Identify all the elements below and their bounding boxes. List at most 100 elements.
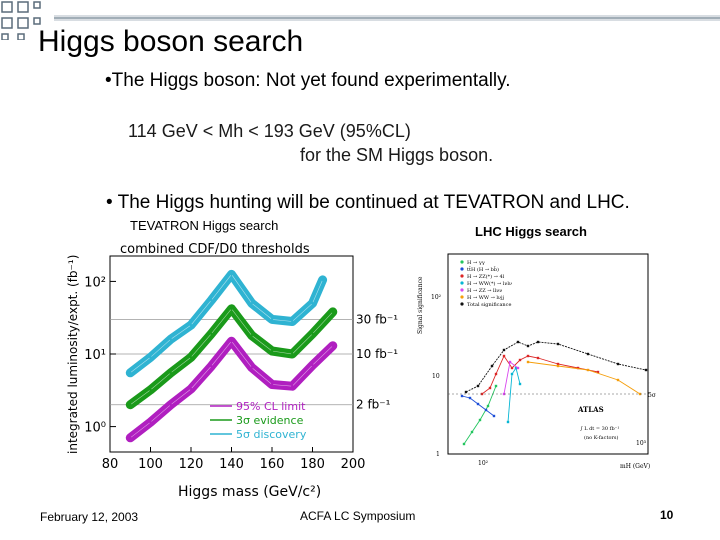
- k-factor-note: (no K-factors): [584, 434, 618, 441]
- data-marker: [492, 414, 496, 418]
- legend-marker: [460, 260, 464, 264]
- data-marker: [556, 362, 560, 366]
- data-point: [189, 323, 193, 327]
- data-point: [311, 364, 314, 367]
- y-tick-label: 10¹: [84, 348, 106, 363]
- data-marker: [536, 356, 540, 360]
- mass-limit-note: for the SM Higgs boson.: [300, 145, 494, 165]
- data-point: [250, 366, 253, 369]
- series-band: [125, 304, 338, 410]
- reference-label: 30 fb⁻¹: [356, 312, 398, 326]
- y-tick-label: 10⁰: [84, 421, 106, 436]
- footer-date: February 12, 2003: [40, 510, 139, 524]
- data-marker: [536, 340, 540, 344]
- data-marker: [556, 342, 560, 346]
- data-point: [250, 302, 253, 305]
- data-marker: [464, 390, 468, 394]
- legend-label: tt̄H (H → bb̄): [467, 266, 499, 273]
- slide-title: Higgs boson search: [38, 25, 304, 58]
- data-point: [311, 332, 314, 335]
- y-tick: 10: [432, 373, 440, 380]
- deco-square: [1, 1, 13, 13]
- data-marker: [516, 366, 520, 370]
- chart-title: combined CDF/D0 thresholds: [120, 242, 310, 257]
- lhc-caption: LHC Higgs search: [475, 224, 587, 239]
- bullet-higgs-status: •The Higgs boson: Not yet found experime…: [105, 70, 511, 91]
- data-marker: [516, 340, 520, 344]
- tevatron-threshold-chart: combined CDF/D0 thresholds integrated lu…: [66, 242, 398, 500]
- data-marker: [526, 344, 530, 348]
- data-point: [210, 332, 213, 335]
- data-point: [331, 344, 334, 347]
- deco-square: [1, 33, 9, 40]
- data-marker: [596, 370, 600, 374]
- page-number: 10: [660, 508, 674, 522]
- legend-label: H → WW → lνjj: [467, 295, 505, 301]
- legend-label: 5σ discovery: [236, 428, 307, 441]
- data-marker: [518, 382, 522, 386]
- legend-label: H → γγ: [467, 260, 485, 266]
- legend-label: 3σ evidence: [236, 414, 304, 427]
- data-point: [210, 299, 213, 302]
- data-point: [210, 364, 213, 368]
- data-marker: [490, 364, 494, 368]
- deco-square: [17, 17, 29, 29]
- data-marker: [616, 362, 620, 366]
- y-tick: 1: [436, 451, 440, 458]
- data-marker: [510, 372, 514, 376]
- y-tick: 10²: [431, 294, 442, 301]
- deco-square: [33, 17, 41, 25]
- plot-frame: [447, 253, 649, 455]
- data-marker: [586, 352, 590, 356]
- data-marker: [488, 386, 492, 390]
- data-point: [169, 403, 172, 406]
- data-marker: [616, 378, 620, 382]
- data-point: [129, 371, 132, 375]
- data-point: [189, 387, 193, 391]
- data-marker: [556, 364, 560, 368]
- x-tick-label: 180: [300, 457, 325, 472]
- data-marker: [576, 366, 580, 370]
- legend-label: H → ZZ → llνν: [467, 288, 502, 294]
- data-marker: [506, 420, 510, 424]
- data-marker: [510, 366, 514, 370]
- reference-label: 2 fb⁻¹: [356, 398, 391, 412]
- data-marker: [478, 418, 482, 422]
- data-point: [270, 318, 274, 321]
- data-marker: [502, 348, 506, 352]
- legend-label: H → WW(*) → lνlν: [467, 280, 512, 287]
- data-point: [311, 302, 314, 305]
- series-line: [130, 308, 334, 405]
- tevatron-caption: TEVATRON Higgs search: [130, 218, 279, 233]
- data-point: [169, 371, 172, 375]
- data-marker: [586, 368, 590, 372]
- data-point: [291, 385, 294, 388]
- data-marker: [494, 372, 498, 376]
- x-axis-label: Higgs mass (GeV/c²): [178, 484, 321, 500]
- x-axis-label: mH (GeV): [620, 463, 650, 470]
- data-point: [230, 273, 233, 276]
- x-tick-label: 80: [102, 457, 119, 472]
- legend-marker: [460, 302, 464, 306]
- data-marker: [462, 442, 466, 446]
- legend-marker: [460, 281, 464, 285]
- legend-marker: [460, 267, 464, 271]
- data-marker: [518, 358, 522, 362]
- data-point: [189, 356, 193, 359]
- data-marker: [468, 396, 472, 400]
- deco-square: [17, 33, 25, 40]
- bullet-higgs-hunting: • The Higgs hunting will be continued at…: [106, 192, 630, 213]
- significance-curve: [527, 361, 641, 395]
- x-tick: 10³: [636, 440, 647, 447]
- data-point: [331, 310, 334, 314]
- data-point: [291, 320, 294, 323]
- x-tick-label: 100: [138, 457, 163, 472]
- deco-square: [1, 17, 13, 29]
- mass-limit-line: 114 GeV < Mh < 193 GeV (95%CL): [128, 121, 411, 141]
- data-point: [321, 278, 324, 282]
- data-point: [149, 388, 152, 392]
- x-tick-label: 160: [260, 457, 285, 472]
- legend-label: H → ZZ(*) → 4l: [467, 273, 505, 280]
- data-point: [149, 420, 152, 424]
- data-marker: [644, 368, 648, 372]
